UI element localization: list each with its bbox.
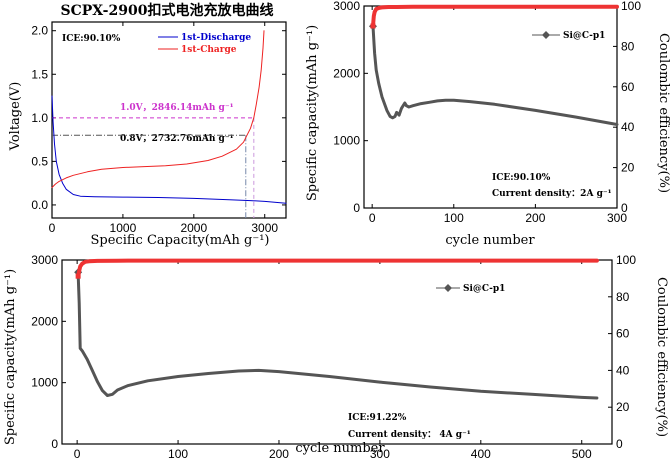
x-tick-label: 0 bbox=[74, 447, 81, 460]
legend-marker-sic bbox=[542, 31, 550, 39]
x-tick-label: 200 bbox=[525, 211, 545, 225]
chart-title: SCPX-2900扣式电池充放电曲线 bbox=[61, 2, 274, 19]
series-line-1st-discharge bbox=[51, 95, 287, 204]
y-tick-label: 0.5 bbox=[31, 154, 48, 168]
x-tick-label: 2000 bbox=[180, 221, 207, 235]
plot-frame bbox=[61, 259, 613, 445]
x-tick-label: 0 bbox=[49, 221, 56, 235]
annotation-1v: 1.0V，2846.14mAh g⁻¹ bbox=[120, 103, 234, 113]
y-tick-label: 0 bbox=[353, 201, 360, 215]
cycling-2a-chart: cycle number Specific capacity(mAh g⁻¹) … bbox=[305, 0, 671, 248]
y-tick-label: 0.0 bbox=[31, 198, 48, 212]
coulombic-efficiency-line bbox=[371, 4, 619, 28]
y2-tick-label: 80 bbox=[616, 290, 630, 304]
x-axis-label: cycle number bbox=[445, 233, 535, 248]
y2-axis-label: Coulombic efficiency(%) bbox=[656, 33, 671, 193]
first-cycle-ce-marker bbox=[75, 273, 81, 279]
x-tick-label: 500 bbox=[572, 447, 592, 460]
y2-tick-label: 100 bbox=[621, 0, 641, 13]
y2-tick-label: 20 bbox=[616, 400, 630, 414]
y2-tick-label: 100 bbox=[616, 253, 636, 267]
y2-tick-label: 0 bbox=[616, 437, 623, 451]
coulombic-efficiency-line bbox=[76, 258, 599, 279]
y2-tick-label: 80 bbox=[621, 39, 635, 53]
x-tick-label: 0 bbox=[369, 211, 376, 225]
x-axis-label: Specific Capacity(mAh g⁻¹) bbox=[91, 233, 270, 248]
x-tick-label: 300 bbox=[370, 447, 390, 460]
y-tick-label: 2000 bbox=[31, 314, 58, 328]
x-tick-label: 200 bbox=[269, 447, 289, 460]
y-axis-label: Voltage(V) bbox=[8, 82, 23, 152]
x-axis-label: cycle number bbox=[295, 441, 385, 456]
legend-label-sic: Si@C-p1 bbox=[563, 31, 605, 41]
series-line-si-c-p1 bbox=[76, 270, 599, 400]
x-tick-label: 100 bbox=[444, 211, 464, 225]
y2-tick-label: 60 bbox=[616, 327, 630, 341]
x-tick-label: 400 bbox=[471, 447, 491, 460]
y-tick-label: 2.0 bbox=[31, 24, 48, 38]
current-density-note: Current density： 4A g⁻¹ bbox=[348, 430, 471, 440]
y-axis-label: Specific capacity(mAh g⁻¹) bbox=[305, 25, 320, 201]
plot-frame bbox=[51, 21, 287, 219]
series-line-si-c-p1 bbox=[371, 24, 619, 126]
ice-note: ICE:90.10% bbox=[492, 173, 551, 183]
legend-label-sic: Si@C-p1 bbox=[463, 284, 505, 294]
y-tick-label: 3000 bbox=[31, 253, 58, 267]
first-cycle-ce-marker bbox=[370, 23, 376, 29]
cycling-4a-chart: cycle number Specific capacity(mAh g⁻¹) … bbox=[3, 253, 669, 460]
x-tick-label: 1000 bbox=[110, 221, 137, 235]
y-tick-label: 1000 bbox=[333, 134, 360, 148]
y2-tick-label: 60 bbox=[621, 80, 635, 94]
y2-tick-label: 20 bbox=[621, 161, 635, 175]
legend-marker-sic bbox=[444, 284, 452, 292]
y-tick-label: 0 bbox=[51, 437, 58, 451]
annotation-08v: 0.8V，2732.76mAh g⁻¹ bbox=[120, 134, 234, 144]
legend-label-discharge: 1st-Discharge bbox=[181, 33, 251, 43]
y2-axis-label: Coulombic efficiency(%) bbox=[654, 277, 669, 437]
y-tick-label: 1.0 bbox=[31, 111, 48, 125]
y2-tick-label: 40 bbox=[616, 363, 630, 377]
current-density-note: Current density：2A g⁻¹ bbox=[492, 189, 612, 199]
series-line-1st-charge bbox=[51, 30, 265, 188]
legend-label-charge: 1st-Charge bbox=[181, 45, 237, 55]
x-tick-label: 100 bbox=[168, 447, 188, 460]
y-tick-label: 1.5 bbox=[31, 67, 48, 81]
ice-note: ICE:90.10% bbox=[62, 34, 121, 44]
x-tick-label: 3000 bbox=[251, 221, 278, 235]
y-tick-label: 3000 bbox=[333, 0, 360, 13]
y-axis-label: Specific capacity(mAh g⁻¹) bbox=[3, 269, 18, 445]
y2-tick-label: 0 bbox=[621, 201, 628, 215]
ice-note: ICE:91.22% bbox=[348, 413, 407, 423]
y-tick-label: 2000 bbox=[333, 66, 360, 80]
y2-tick-label: 40 bbox=[621, 120, 635, 134]
y-tick-label: 1000 bbox=[31, 376, 58, 390]
voltage-capacity-chart: SCPX-2900扣式电池充放电曲线 Specific Capacity(mAh… bbox=[8, 2, 287, 248]
x-tick-label: 300 bbox=[607, 211, 627, 225]
